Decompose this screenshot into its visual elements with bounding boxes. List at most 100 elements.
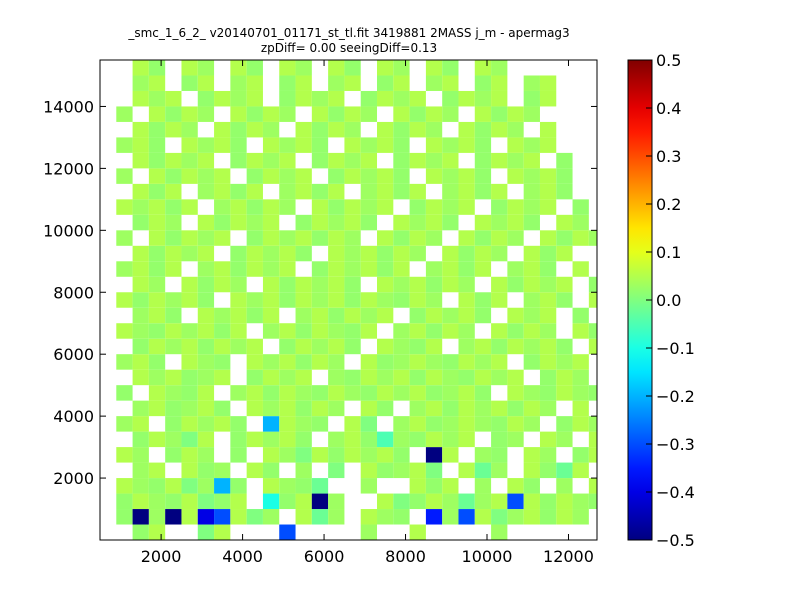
heatmap-cell — [442, 245, 459, 262]
heatmap-cell — [181, 462, 198, 479]
heatmap-cell — [344, 447, 361, 463]
heatmap-cell — [474, 400, 492, 417]
heatmap-cell — [279, 245, 296, 262]
heatmap-cell — [344, 369, 361, 386]
heatmap-cell — [181, 292, 198, 308]
heatmap-cell — [425, 338, 443, 355]
heatmap-cell — [132, 75, 149, 91]
heatmap-cell — [491, 524, 508, 540]
heatmap-cell — [474, 354, 492, 370]
heatmap-cell — [523, 307, 540, 324]
heatmap-cell — [507, 168, 524, 184]
heatmap-cell — [491, 152, 508, 169]
heatmap-cell — [344, 276, 361, 293]
heatmap-cell — [425, 276, 443, 293]
heatmap-cell — [197, 230, 215, 246]
y-tick-label: 4000 — [53, 407, 94, 426]
colorbar-tick-label: 0.5 — [656, 51, 681, 70]
heatmap-cell — [197, 369, 215, 386]
heatmap-cell — [148, 168, 166, 184]
heatmap-cell — [458, 385, 475, 401]
heatmap-cell — [230, 90, 247, 107]
heatmap-cell — [523, 90, 540, 107]
heatmap-cell — [246, 152, 263, 169]
heatmap-cell — [295, 447, 312, 463]
heatmap-cell — [556, 385, 573, 401]
heatmap-cell — [393, 106, 410, 122]
heatmap-cell — [393, 354, 410, 370]
heatmap-cell — [556, 462, 573, 479]
heatmap-cell — [474, 462, 492, 479]
heatmap-cell — [181, 509, 198, 525]
heatmap-cell — [377, 121, 394, 138]
heatmap-cell — [230, 199, 247, 215]
heatmap-cell — [344, 152, 361, 169]
heatmap-cell — [230, 137, 247, 153]
heatmap-cell — [409, 354, 426, 370]
heatmap-cell — [556, 493, 573, 510]
heatmap-cell — [539, 354, 557, 370]
heatmap-cell — [165, 261, 182, 277]
heatmap-cell — [246, 509, 263, 525]
heatmap-cell — [230, 183, 247, 200]
heatmap-cell — [132, 354, 149, 370]
heatmap-cell — [409, 462, 426, 479]
heatmap-cell — [377, 245, 394, 262]
heatmap-cell — [295, 276, 312, 293]
heatmap-cell — [165, 431, 182, 448]
heatmap-cell — [474, 385, 492, 401]
heatmap-cell — [442, 493, 459, 510]
colorbar-tick-label: −0.2 — [656, 387, 695, 406]
heatmap-cell — [262, 168, 280, 184]
heatmap-cell — [474, 493, 492, 510]
heatmap-cell — [148, 199, 166, 215]
heatmap-cell — [360, 90, 378, 107]
heatmap-cell — [360, 416, 378, 432]
heatmap-cell — [458, 245, 475, 262]
heatmap-cell — [588, 338, 597, 355]
heatmap-cell — [474, 121, 492, 138]
heatmap-cell — [360, 431, 378, 448]
heatmap-cell — [539, 431, 557, 448]
heatmap-cell — [539, 323, 557, 339]
heatmap-cell — [279, 524, 296, 540]
heatmap-cell — [230, 431, 247, 448]
heatmap-cell — [246, 369, 263, 386]
heatmap-cell — [328, 168, 345, 184]
y-tick-label: 8000 — [53, 283, 94, 302]
heatmap-cell — [360, 245, 378, 262]
heatmap-cell — [377, 354, 394, 370]
heatmap-cell — [523, 75, 540, 91]
heatmap-cell — [425, 199, 443, 215]
heatmap-cell — [377, 431, 394, 448]
heatmap-cell — [588, 292, 597, 308]
heatmap-cell — [360, 106, 378, 122]
heatmap-cell — [491, 121, 508, 138]
heatmap-cell — [181, 369, 198, 386]
heatmap-cell — [279, 478, 296, 494]
heatmap-cell — [507, 121, 524, 138]
heatmap-cell — [344, 75, 361, 91]
heatmap-cell — [360, 354, 378, 370]
heatmap-cell — [588, 416, 597, 432]
heatmap-cell — [148, 183, 166, 200]
heatmap-cell — [148, 524, 166, 540]
heatmap-cell — [491, 75, 508, 91]
heatmap-cell — [474, 307, 492, 324]
heatmap-cell — [507, 338, 524, 355]
heatmap-cell — [262, 214, 280, 231]
heatmap-cell — [442, 152, 459, 169]
heatmap-cell — [165, 230, 182, 246]
heatmap-cell — [116, 493, 133, 510]
heatmap-cell — [246, 400, 263, 417]
heatmap-cell — [393, 338, 410, 355]
heatmap-cell — [311, 509, 329, 525]
heatmap-cell — [328, 400, 345, 417]
heatmap-cell — [262, 276, 280, 293]
heatmap-cell — [442, 199, 459, 215]
heatmap-cell — [507, 493, 524, 510]
heatmap-cell — [246, 385, 263, 401]
heatmap-cell — [588, 478, 597, 494]
heatmap-cell — [523, 245, 540, 262]
heatmap-cell — [425, 493, 443, 510]
